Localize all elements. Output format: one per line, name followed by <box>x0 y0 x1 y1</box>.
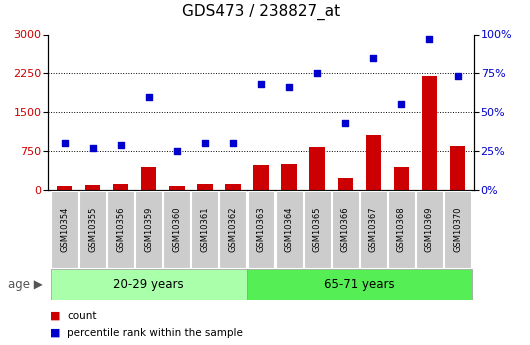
Text: GSM10356: GSM10356 <box>116 207 125 252</box>
FancyBboxPatch shape <box>248 190 275 268</box>
Point <box>341 120 349 126</box>
FancyBboxPatch shape <box>416 190 443 268</box>
Text: GSM10364: GSM10364 <box>285 207 294 252</box>
Bar <box>281 165 297 190</box>
Text: percentile rank within the sample: percentile rank within the sample <box>67 328 243 338</box>
Bar <box>338 178 353 190</box>
Text: GSM10355: GSM10355 <box>88 207 97 252</box>
Bar <box>57 186 72 190</box>
Text: 65-71 years: 65-71 years <box>324 278 394 291</box>
Text: GSM10363: GSM10363 <box>257 207 266 252</box>
Text: GSM10368: GSM10368 <box>397 207 406 252</box>
FancyBboxPatch shape <box>388 190 415 268</box>
Point <box>145 94 153 99</box>
Text: GSM10360: GSM10360 <box>172 207 181 252</box>
FancyBboxPatch shape <box>51 190 78 268</box>
Bar <box>225 184 241 190</box>
Point <box>89 145 97 150</box>
Text: GSM10365: GSM10365 <box>313 207 322 252</box>
Text: GDS473 / 238827_at: GDS473 / 238827_at <box>182 4 340 20</box>
FancyBboxPatch shape <box>332 190 359 268</box>
Bar <box>422 76 437 190</box>
Text: GSM10359: GSM10359 <box>144 207 153 252</box>
Point <box>369 55 377 61</box>
Bar <box>197 184 213 190</box>
FancyBboxPatch shape <box>276 190 303 268</box>
Text: GSM10366: GSM10366 <box>341 207 350 252</box>
Bar <box>85 185 100 190</box>
Text: 20-29 years: 20-29 years <box>113 278 184 291</box>
Text: count: count <box>67 311 97 321</box>
FancyBboxPatch shape <box>219 190 246 268</box>
Text: GSM10362: GSM10362 <box>228 207 237 252</box>
Bar <box>366 135 381 190</box>
FancyBboxPatch shape <box>135 190 162 268</box>
Text: GSM10361: GSM10361 <box>200 207 209 252</box>
Point <box>173 148 181 154</box>
Bar <box>253 165 269 190</box>
Bar <box>141 168 156 190</box>
Point <box>453 74 462 79</box>
Bar <box>450 146 465 190</box>
Point <box>229 140 237 146</box>
Text: ■: ■ <box>50 311 61 321</box>
Text: GSM10369: GSM10369 <box>425 207 434 252</box>
Point <box>285 85 293 90</box>
Bar <box>310 147 325 190</box>
Bar <box>113 184 128 190</box>
Text: age ▶: age ▶ <box>8 278 43 291</box>
FancyBboxPatch shape <box>163 190 190 268</box>
Text: ■: ■ <box>50 328 61 338</box>
FancyBboxPatch shape <box>247 269 472 300</box>
FancyBboxPatch shape <box>304 190 331 268</box>
FancyBboxPatch shape <box>191 190 218 268</box>
FancyBboxPatch shape <box>444 190 471 268</box>
Bar <box>169 186 184 190</box>
Text: GSM10367: GSM10367 <box>369 207 378 252</box>
FancyBboxPatch shape <box>107 190 134 268</box>
Point <box>397 101 405 107</box>
Point <box>425 37 434 42</box>
Point <box>117 142 125 148</box>
Text: GSM10354: GSM10354 <box>60 207 69 252</box>
Text: GSM10370: GSM10370 <box>453 207 462 252</box>
Point <box>60 140 69 146</box>
FancyBboxPatch shape <box>79 190 106 268</box>
FancyBboxPatch shape <box>50 269 247 300</box>
Point <box>313 71 321 76</box>
FancyBboxPatch shape <box>360 190 387 268</box>
Bar <box>394 168 409 190</box>
Point <box>201 140 209 146</box>
Point <box>257 81 265 87</box>
